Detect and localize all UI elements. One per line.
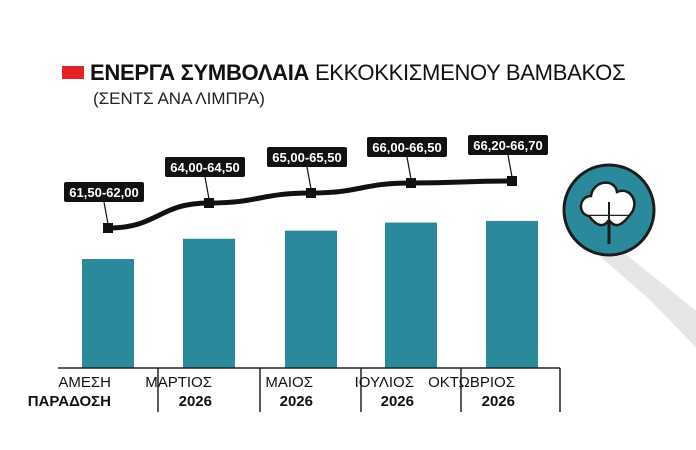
title-marker <box>62 66 84 79</box>
value-label-bg-0 <box>64 182 144 202</box>
chart-subtitle: (ΣΕΝΤΣ ΑΝΑ ΛΙΜΠΡΑ) <box>93 89 265 108</box>
value-label-bg-4 <box>468 135 548 155</box>
value-label-bg-3 <box>367 137 447 157</box>
bar-4 <box>486 220 538 368</box>
value-label-3: 66,00-66,50 <box>372 140 441 155</box>
icon-boll <box>579 181 636 218</box>
category-label-line1: ΑΜΕΣΗ <box>58 374 111 391</box>
title-bold: ΕΝΕΡΓΑ ΣΥΜΒΟΛΑΙΑ <box>90 60 310 85</box>
cotton-boll-icon <box>562 163 656 257</box>
label-leader-3 <box>406 156 412 180</box>
line-marker-4 <box>507 176 517 186</box>
category-label-line1: ΙΟΥΛΙΟΣ <box>354 374 414 391</box>
bar-1 <box>183 238 235 368</box>
line-marker-0 <box>103 223 113 233</box>
bar-2 <box>285 230 337 368</box>
label-leader-0 <box>103 201 109 225</box>
value-label-4: 66,20-66,70 <box>473 138 542 153</box>
category-label-3: ΙΟΥΛΙΟΣ 2026 <box>294 373 414 411</box>
value-label-2: 65,00-65,50 <box>272 150 341 165</box>
label-leader-1 <box>204 176 210 200</box>
category-label-line1: ΜΑΙΟΣ <box>265 374 313 391</box>
line-marker-3 <box>406 178 416 188</box>
value-label-1: 64,00-64,50 <box>170 160 239 175</box>
category-label-2: ΜΑΙΟΣ 2026 <box>193 373 313 411</box>
line-marker-2 <box>306 188 316 198</box>
value-label-0: 61,50-62,00 <box>69 185 138 200</box>
category-label-line2: ΠΑΡΑΔΟΣΗ <box>27 393 111 410</box>
value-label-bg-1 <box>165 157 245 177</box>
category-label-0: ΑΜΕΣΗ ΠΑΡΑΔΟΣΗ <box>0 373 111 411</box>
category-label-line2: 2026 <box>279 393 313 410</box>
category-label-line2: 2026 <box>380 393 414 410</box>
category-label-line2: 2026 <box>481 393 515 410</box>
category-label-1: ΜΑΡΤΙΟΣ 2026 <box>92 373 212 411</box>
title-regular: ΕΚΚΟΚΚΙΣΜΕΝΟΥ ΒΑΜΒΑΚΟΣ <box>314 60 626 85</box>
category-label-line2: 2026 <box>178 393 212 410</box>
category-label-line1: ΟΚΤΩΒΡΙΟΣ <box>428 374 515 391</box>
bar-3 <box>385 222 437 368</box>
category-label-line1: ΜΑΡΤΙΟΣ <box>145 374 212 391</box>
value-label-bg-2 <box>267 147 347 167</box>
bar-0 <box>82 259 134 368</box>
label-leader-4 <box>507 154 513 178</box>
line-marker-1 <box>204 198 214 208</box>
label-leader-2 <box>306 166 312 190</box>
category-label-4: ΟΚΤΩΒΡΙΟΣ 2026 <box>395 373 515 411</box>
